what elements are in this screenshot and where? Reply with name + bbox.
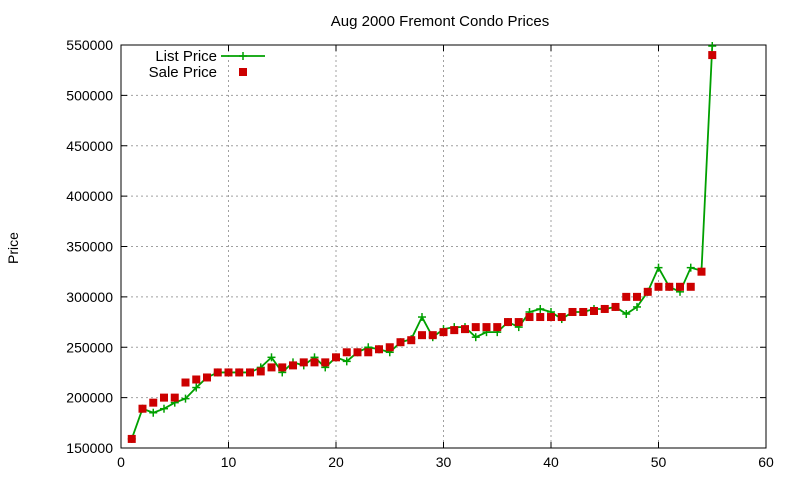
x-tick-label: 30 — [436, 454, 452, 470]
sale-price-point — [235, 368, 244, 377]
sale-price-point — [471, 323, 480, 332]
sale-price-point — [547, 313, 555, 322]
sale-price-point — [697, 267, 706, 276]
legend-square-swatch — [239, 68, 247, 76]
sale-price-point — [654, 282, 663, 291]
legend-cross-swatch — [239, 52, 247, 60]
sale-price-point — [149, 398, 158, 407]
list-price-point — [686, 263, 695, 272]
chart-title: Aug 2000 Fremont Condo Prices — [331, 13, 549, 30]
x-tick-label: 20 — [328, 454, 344, 470]
sale-price-point — [514, 318, 523, 327]
sale-price-point — [213, 368, 222, 377]
sale-price-point — [450, 326, 459, 335]
sale-price-point — [493, 323, 502, 332]
sale-price-point — [643, 287, 652, 296]
sale-price-point — [138, 404, 147, 413]
sale-price-point — [310, 358, 319, 367]
y-tick-label: 400000 — [66, 188, 113, 204]
series-2 — [127, 51, 717, 443]
sale-price-point — [321, 358, 330, 367]
list-price-point — [342, 357, 351, 366]
sale-price-point — [192, 375, 201, 384]
sale-price-point — [160, 393, 168, 402]
x-tick-label: 50 — [651, 454, 667, 470]
sale-price-point — [170, 393, 179, 402]
sale-price-point — [181, 378, 190, 387]
y-tick-label: 200000 — [66, 390, 113, 406]
list-price-point — [192, 383, 201, 392]
sale-price-point — [579, 307, 588, 316]
sale-price-point — [590, 306, 598, 315]
sale-price-point — [557, 313, 566, 322]
sale-price-point — [525, 313, 534, 322]
list-price-point — [267, 353, 276, 362]
sale-price-point — [299, 358, 308, 367]
sale-price-point — [536, 313, 545, 322]
y-tick-label: 150000 — [66, 440, 113, 456]
sale-price-point — [203, 373, 211, 382]
list-price-point — [708, 42, 717, 51]
list-price-line — [130, 45, 714, 440]
sale-price-point — [686, 282, 695, 291]
sale-price-point — [418, 331, 426, 340]
list-price-point — [471, 333, 480, 342]
sale-price-point — [289, 361, 297, 370]
legend-label: Sale Price — [149, 64, 217, 81]
sale-price-point — [342, 348, 351, 357]
sale-price-point — [622, 292, 631, 301]
x-tick-label: 10 — [221, 454, 237, 470]
sale-price-point — [568, 307, 577, 316]
sale-price-point — [708, 51, 717, 60]
y-axis-label: Price — [5, 232, 21, 264]
sale-price-point — [611, 302, 620, 311]
sale-price-point — [127, 434, 136, 443]
sale-price-point — [396, 338, 405, 347]
y-tick-label: 350000 — [66, 239, 113, 255]
sale-price-point — [504, 318, 512, 327]
sale-price-point — [278, 363, 287, 372]
x-tick-label: 0 — [117, 454, 125, 470]
list-price-point — [181, 394, 190, 403]
sale-price-point — [428, 331, 437, 340]
sale-price-point — [385, 343, 394, 352]
y-tick-label: 500000 — [66, 87, 113, 103]
sale-price-point — [353, 348, 362, 357]
x-tick-label: 40 — [543, 454, 559, 470]
y-tick-label: 300000 — [66, 289, 113, 305]
y-tick-label: 450000 — [66, 138, 113, 154]
sale-price-point — [407, 336, 416, 345]
y-tick-label: 550000 — [66, 37, 113, 53]
x-tick-label: 60 — [758, 454, 774, 470]
sale-price-point — [246, 368, 254, 377]
sale-price-point — [364, 348, 373, 357]
sale-price-point — [633, 292, 641, 301]
sale-price-point — [439, 328, 448, 337]
list-price-point — [622, 310, 631, 319]
sale-price-point — [461, 325, 469, 334]
sale-price-point — [600, 304, 609, 313]
y-tick-label: 250000 — [66, 339, 113, 355]
list-price-point — [654, 263, 663, 272]
sale-price-point — [256, 367, 265, 376]
axis-ticks: 150000 200000 250000 300000 350000 400000 4500… — [66, 37, 774, 470]
sale-price-point — [332, 353, 340, 362]
list-price-point — [418, 313, 426, 322]
list-price-point — [149, 408, 158, 417]
sale-price-point — [665, 282, 674, 291]
list-price-point — [160, 404, 168, 413]
data-series — [127, 42, 717, 443]
sale-price-point — [482, 323, 491, 332]
list-price-point — [633, 302, 641, 311]
sale-price-point — [676, 282, 684, 291]
sale-price-point — [267, 363, 276, 372]
list-price-point — [536, 304, 545, 313]
legend-label: List Price — [155, 48, 217, 65]
grid — [121, 45, 766, 448]
sale-price-point — [224, 368, 233, 377]
sale-price-point — [375, 345, 383, 354]
series-1 — [127, 42, 717, 443]
